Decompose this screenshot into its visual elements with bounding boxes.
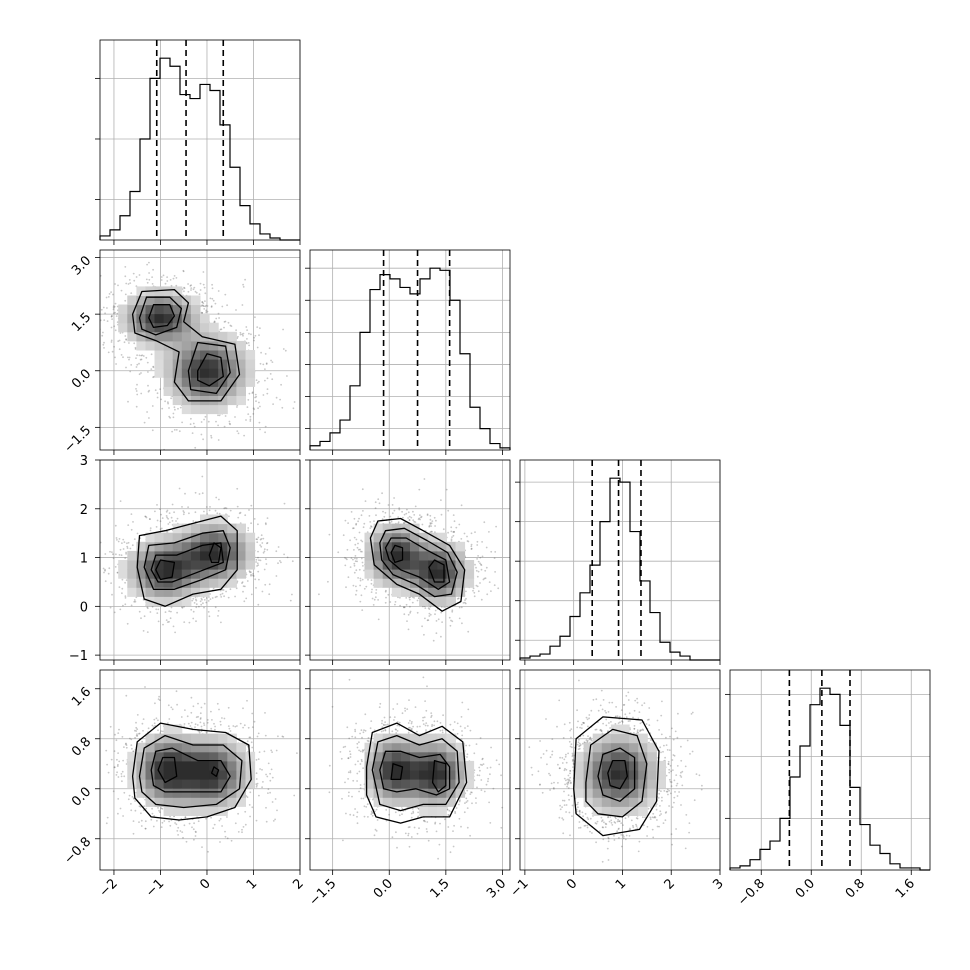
histogram-step — [309, 267, 511, 450]
contour-level-2 — [597, 747, 636, 802]
x-tick-label: 0 — [564, 876, 580, 892]
x-tick-label: 3.0 — [484, 876, 509, 901]
panel-content — [528, 679, 703, 863]
y-tick-label: 2 — [80, 503, 88, 518]
scatter-panel-2-0: −1 0 1 2 3 — [69, 454, 301, 664]
contour-level-1 — [585, 728, 648, 818]
histogram-step — [519, 477, 720, 661]
contour-level-1 — [138, 296, 183, 336]
scatter-panel-3-0: −0.8 0.0 0.8 1.6 — [61, 669, 301, 871]
x-tick-label: 2 — [290, 876, 306, 892]
x-tick-label: 1.5 — [427, 876, 452, 901]
contour-level-2 — [150, 542, 224, 583]
y-tick-label: 3.0 — [69, 253, 94, 278]
panel-content — [318, 478, 510, 642]
density-shading — [574, 724, 666, 816]
scatter-panel-2-1 — [305, 459, 511, 661]
contour-level-1 — [138, 734, 243, 809]
contour-level-0 — [369, 517, 466, 612]
panel-frame — [309, 249, 511, 451]
contour-level-4 — [431, 759, 447, 793]
contour-level-3 — [157, 756, 178, 784]
panel-frame — [99, 669, 301, 871]
scatter-panel-3-2 — [515, 669, 721, 871]
y-tick-label: 1 — [80, 552, 88, 567]
panel-content — [100, 475, 294, 634]
contour-level-3 — [390, 763, 404, 781]
y-tick-label: 0.0 — [69, 367, 94, 392]
y-tick-label: 3 — [80, 454, 88, 469]
density-shading — [118, 286, 256, 415]
panel-frame — [519, 669, 721, 871]
density-shading — [364, 733, 475, 816]
panel-frame — [99, 39, 301, 241]
contour-level-3 — [607, 759, 628, 790]
contour-level-2 — [384, 537, 451, 590]
panel-frame — [519, 459, 721, 661]
scatter-panel-1-0: −1.5 0.0 1.5 3.0 — [61, 249, 301, 456]
contour-level-0 — [131, 288, 241, 402]
contour-level-4 — [210, 766, 220, 777]
x-tick-label: 0.8 — [843, 876, 868, 901]
x-tick-label: −1.5 — [307, 876, 340, 909]
hist-panel-0 — [95, 39, 301, 241]
density-shading — [364, 523, 475, 606]
x-tick-label: −0.8 — [735, 876, 768, 909]
contour-level-3 — [155, 559, 176, 581]
contour-level-1 — [379, 527, 458, 598]
panel-frame — [99, 249, 301, 451]
density-shading — [127, 724, 256, 816]
contour-level-3 — [390, 544, 404, 564]
x-tick-label: −1 — [508, 876, 532, 900]
panel-frame — [309, 459, 511, 661]
contour-level-0 — [131, 722, 252, 821]
hist-panel-3 — [725, 669, 931, 871]
contour-level-0 — [365, 722, 468, 824]
scatter-panel-3-1 — [305, 669, 511, 871]
histogram-step — [99, 57, 300, 241]
contour-level-4 — [197, 353, 224, 387]
panel-content — [328, 676, 504, 860]
panel-content — [105, 686, 298, 853]
panel-frame — [99, 459, 301, 661]
contour-level-1 — [143, 530, 231, 590]
contour-level-3 — [187, 341, 231, 395]
y-tick-label: 1.6 — [69, 685, 94, 710]
x-tick-label: 0 — [197, 876, 213, 892]
contour-level-4 — [428, 559, 445, 583]
panel-frame — [729, 669, 931, 871]
y-tick-label: 1.5 — [69, 310, 94, 335]
panel-frame — [309, 669, 511, 871]
panel-content — [100, 261, 296, 450]
y-tick-label: −0.8 — [61, 835, 94, 868]
y-tick-label: −1.5 — [61, 423, 94, 456]
hist-panel-1 — [305, 249, 511, 451]
x-tick-label: −2 — [97, 876, 121, 900]
contour-level-4 — [208, 542, 222, 564]
contour-level-0 — [573, 716, 660, 837]
contour-level-2 — [379, 750, 451, 796]
x-tick-label: −1 — [143, 876, 167, 900]
x-tick-label: 0.0 — [793, 876, 818, 901]
y-tick-label: 0.0 — [69, 785, 94, 810]
y-tick-label: 0.8 — [69, 735, 94, 760]
histogram-step — [729, 687, 930, 871]
y-tick-label: 0 — [80, 600, 88, 615]
x-tick-label: 2 — [662, 876, 678, 892]
hist-panel-2 — [515, 459, 721, 661]
contour-level-2 — [148, 304, 176, 329]
contour-level-1 — [371, 734, 460, 812]
x-tick-label: 1 — [613, 876, 629, 892]
x-tick-label: 1 — [244, 876, 260, 892]
x-tick-label: 1.6 — [893, 876, 918, 901]
contour-level-0 — [136, 515, 238, 607]
contour-level-2 — [150, 747, 231, 793]
y-tick-label: −1 — [69, 649, 88, 664]
x-tick-label: 3 — [710, 876, 726, 892]
x-tick-label: 0.0 — [371, 876, 396, 901]
